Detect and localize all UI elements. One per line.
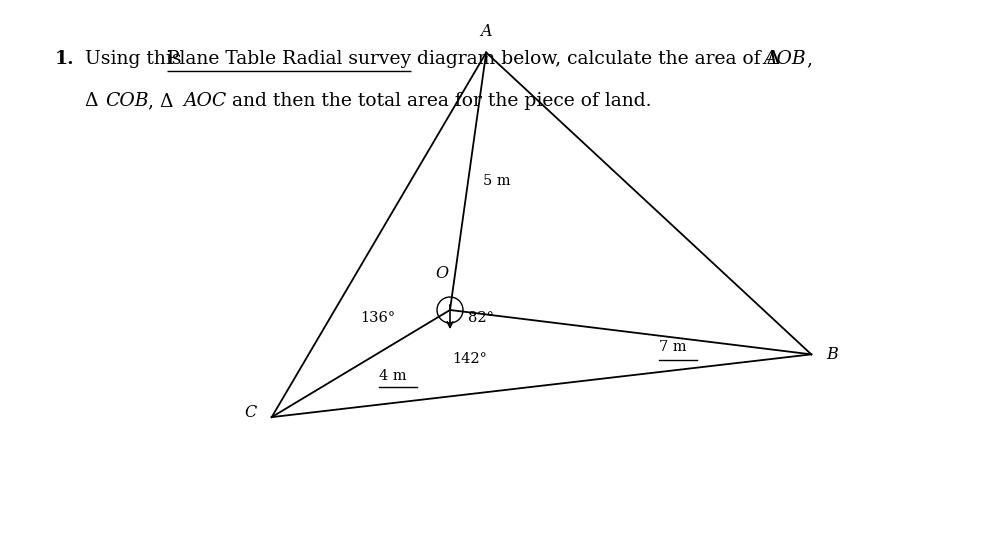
Text: 82°: 82° — [468, 311, 494, 325]
Text: 4 m: 4 m — [379, 368, 406, 382]
Text: 7 m: 7 m — [659, 340, 686, 354]
Text: Plane Table Radial survey: Plane Table Radial survey — [167, 50, 411, 68]
Text: Δ: Δ — [85, 92, 105, 110]
Text: AOC: AOC — [183, 92, 226, 110]
Text: ,: , — [806, 50, 812, 68]
Text: 5 m: 5 m — [483, 174, 511, 188]
Text: and then the total area for the piece of land.: and then the total area for the piece of… — [226, 92, 652, 110]
Text: AOB: AOB — [763, 50, 806, 68]
Text: Using this: Using this — [85, 50, 188, 68]
Text: 1.: 1. — [55, 50, 75, 68]
Text: 142°: 142° — [452, 352, 487, 366]
Text: , Δ: , Δ — [148, 92, 180, 110]
Text: O: O — [435, 265, 449, 282]
Text: diagram below, calculate the area of Δ: diagram below, calculate the area of Δ — [411, 50, 786, 68]
Text: B: B — [826, 346, 838, 363]
Text: COB: COB — [105, 92, 148, 110]
Text: C: C — [244, 404, 257, 421]
Text: 136°: 136° — [360, 311, 395, 325]
Text: A: A — [480, 22, 492, 40]
